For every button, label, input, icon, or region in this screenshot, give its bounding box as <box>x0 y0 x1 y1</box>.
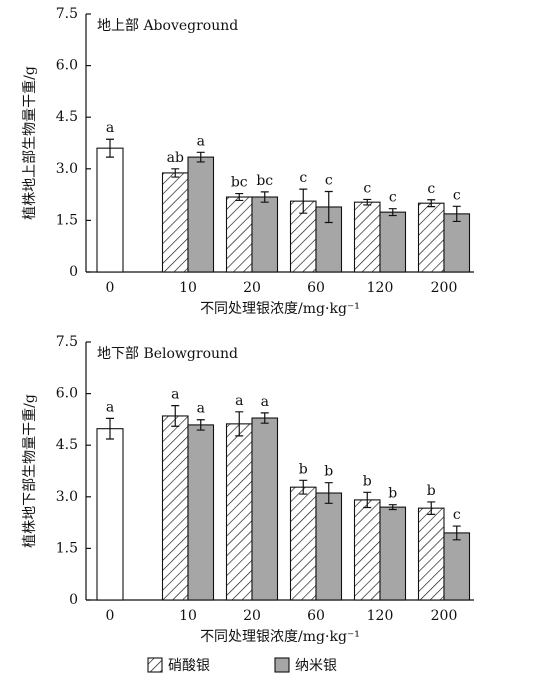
significance-letter: c <box>389 190 397 206</box>
bar <box>187 424 215 601</box>
error-bar <box>235 411 244 437</box>
error-bar <box>260 191 269 203</box>
y-tick-label: 4.5 <box>56 437 78 453</box>
bar <box>379 211 407 273</box>
bar <box>225 423 253 601</box>
x-tick-label: 120 <box>367 608 394 624</box>
y-tick-label: 0 <box>69 264 78 280</box>
bar <box>443 532 471 601</box>
x-axis-label: 不同处理银浓度/mg·kg⁻¹ <box>200 629 360 645</box>
x-tick-label: 20 <box>243 280 261 296</box>
error-bar <box>427 199 436 208</box>
y-tick-label: 7.5 <box>56 6 78 22</box>
significance-letter: b <box>299 461 308 477</box>
bar <box>443 213 471 273</box>
bar <box>251 417 279 601</box>
significance-letter: c <box>299 170 307 186</box>
legend-label: 硝酸银 <box>168 658 210 674</box>
x-tick-label: 120 <box>367 280 394 296</box>
x-tick-label: 200 <box>431 608 458 624</box>
significance-letter: b <box>427 483 436 499</box>
error-bar <box>452 205 461 223</box>
error-bar <box>363 198 372 206</box>
bar <box>161 415 189 601</box>
error-bar <box>324 482 333 504</box>
x-tick-label: 60 <box>307 608 325 624</box>
x-tick-label: 0 <box>106 608 115 624</box>
y-tick-label: 7.5 <box>56 334 78 350</box>
significance-letter: a <box>261 394 269 410</box>
error-bar <box>452 525 461 541</box>
bar <box>251 196 279 273</box>
error-bar <box>171 405 180 427</box>
bar <box>353 201 381 273</box>
significance-letter: a <box>171 387 179 403</box>
x-tick-label: 60 <box>307 280 325 296</box>
bar <box>187 156 215 273</box>
significance-letter: a <box>197 401 205 417</box>
legend-swatch <box>274 657 290 673</box>
significance-letter: c <box>453 187 461 203</box>
significance-letter: b <box>388 486 397 502</box>
significance-letter: c <box>325 173 333 189</box>
significance-letter: a <box>197 133 205 149</box>
significance-letter: a <box>106 120 114 136</box>
y-tick-label: 3.0 <box>56 489 78 505</box>
error-bar <box>388 208 397 217</box>
bar <box>417 202 445 273</box>
error-bar <box>299 188 308 214</box>
y-tick-label: 1.5 <box>56 540 78 556</box>
significance-letter: c <box>453 507 461 523</box>
y-tick-label: 6.0 <box>56 386 78 402</box>
bar <box>379 506 407 601</box>
y-tick-label: 3.0 <box>56 161 78 177</box>
x-tick-label: 10 <box>179 608 197 624</box>
x-axis-label: 不同处理银浓度/mg·kg⁻¹ <box>200 301 360 317</box>
significance-letter: ab <box>167 150 184 166</box>
error-bar <box>235 192 244 202</box>
significance-letter: c <box>427 181 435 197</box>
bar <box>289 486 317 601</box>
error-bar <box>363 491 372 509</box>
legend-swatch <box>147 657 163 673</box>
error-bar <box>106 417 114 440</box>
y-axis-label: 植株地下部生物量干重/g <box>22 394 38 548</box>
error-bar <box>427 501 436 515</box>
bar <box>315 492 343 601</box>
error-bar <box>260 412 269 424</box>
bar <box>96 428 124 601</box>
y-axis-label: 植株地上部生物量干重/g <box>22 66 38 220</box>
error-bar <box>171 168 180 178</box>
x-tick-label: 200 <box>431 280 458 296</box>
significance-letter: bc <box>231 175 248 191</box>
y-tick-label: 0 <box>69 592 78 608</box>
error-bar <box>196 419 205 431</box>
x-tick-label: 10 <box>179 280 197 296</box>
x-tick-label: 0 <box>106 280 115 296</box>
significance-letter: b <box>363 473 372 489</box>
panel-title: 地上部 Aboveground <box>97 18 238 34</box>
error-bar <box>324 190 333 224</box>
significance-letter: a <box>235 393 243 409</box>
significance-letter: c <box>363 180 371 196</box>
x-tick-label: 20 <box>243 608 261 624</box>
panel-title: 地下部 Belowground <box>97 346 238 362</box>
y-tick-label: 6.0 <box>56 58 78 74</box>
y-tick-label: 1.5 <box>56 212 78 228</box>
bar <box>96 147 124 273</box>
significance-letter: b <box>324 464 333 480</box>
bar <box>353 499 381 601</box>
error-bar <box>299 479 308 495</box>
y-tick-label: 4.5 <box>56 109 78 125</box>
legend-label: 纳米银 <box>295 658 337 674</box>
error-bar <box>388 504 397 511</box>
bar <box>225 196 253 273</box>
error-bar <box>106 138 114 158</box>
bar <box>417 507 445 601</box>
significance-letter: bc <box>256 173 273 189</box>
bar <box>161 172 189 273</box>
error-bar <box>196 151 205 163</box>
significance-letter: a <box>106 399 114 415</box>
